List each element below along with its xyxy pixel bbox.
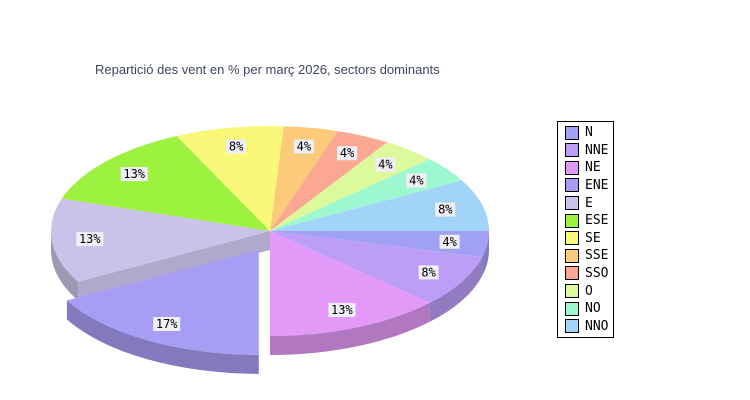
- legend-label-O: O: [585, 283, 593, 299]
- pie-label-box-NNE: [418, 265, 439, 280]
- pie-label-box-SSO: [337, 146, 358, 161]
- legend-swatch-NE: [565, 160, 579, 175]
- pie-label-box-N: [439, 234, 460, 249]
- legend-label-ESE: ESE: [585, 213, 609, 229]
- pie-slice-E: [51, 198, 271, 282]
- pie-rim-ENE: [66, 300, 259, 374]
- pie-label-SSO: 4%: [340, 146, 355, 160]
- pie-label-NO: 4%: [409, 174, 424, 188]
- legend-swatch-E: [565, 196, 579, 211]
- pie-label-box-O: [375, 157, 396, 172]
- legend-swatch-NO: [565, 301, 579, 316]
- legend-swatch-NNO: [565, 319, 579, 334]
- pie-label-NNO: 8%: [438, 203, 453, 217]
- legend-item: ESE: [565, 213, 613, 229]
- pie-label-box-NE: [328, 302, 356, 317]
- pie-label-SE: 8%: [229, 140, 244, 154]
- legend-item: NO: [565, 301, 613, 317]
- legend-swatch-ENE: [565, 178, 579, 193]
- legend-label-NNO: NNO: [585, 318, 609, 334]
- pie-label-box-SE: [226, 139, 247, 154]
- pie-cut-faces: [78, 231, 270, 301]
- legend-item: NNO: [565, 318, 613, 334]
- pie-label-ENE: 17%: [156, 317, 178, 331]
- pie-label-E: 13%: [79, 232, 101, 246]
- pie-label-box-SSE: [293, 139, 314, 154]
- pie-rim-E: [50, 231, 79, 301]
- pie-rim-NE: [270, 302, 430, 355]
- pie-slice-SSO: [270, 131, 388, 231]
- pie-label-box-NO: [406, 173, 427, 188]
- pie-slice-SE: [176, 125, 284, 231]
- legend-item: N: [565, 125, 613, 141]
- pie-label-box-E: [76, 232, 104, 247]
- pie-cut-face-E: [78, 231, 270, 301]
- pie-label-box-ENE: [153, 317, 181, 331]
- pie-rim-N: [482, 231, 489, 277]
- legend-item: SE: [565, 230, 613, 246]
- pie-label-NNE: 8%: [421, 265, 436, 279]
- pie-slice-NE: [270, 231, 430, 336]
- legend-swatch-NNE: [565, 143, 579, 158]
- pie-slice-NNE: [270, 231, 483, 303]
- legend-label-SE: SE: [585, 230, 601, 246]
- legend-label-NE: NE: [585, 160, 601, 176]
- pie-rims: [50, 231, 489, 374]
- legend-label-SSO: SSO: [585, 265, 609, 281]
- pie-slice-ESE: [61, 136, 271, 231]
- legend-label-E: E: [585, 195, 593, 211]
- legend-label-NO: NO: [585, 301, 601, 317]
- legend-item: NE: [565, 160, 613, 176]
- pie-slice-SSE: [270, 126, 338, 231]
- pie-slice-ENE: [66, 249, 259, 355]
- legend-label-N: N: [585, 125, 593, 141]
- legend: N NNE NE ENE E ESE SE SSE SSO O NO NNO: [557, 121, 614, 338]
- pie-label-ESE: 13%: [123, 167, 145, 181]
- legend-swatch-ESE: [565, 213, 579, 228]
- legend-swatch-SSO: [565, 266, 579, 281]
- pie-label-box-ESE: [120, 167, 148, 182]
- legend-item: SSE: [565, 248, 613, 264]
- pie-label-box-NNO: [435, 202, 456, 217]
- legend-swatch-SSE: [565, 248, 579, 263]
- legend-item: SSO: [565, 265, 613, 281]
- legend-swatch-N: [565, 125, 579, 140]
- legend-item: E: [565, 195, 613, 211]
- pie-rim-NNE: [429, 257, 483, 322]
- legend-swatch-SE: [565, 231, 579, 246]
- pie-labels: 4% 8% 13% 17% 13% 13% 8% 4% 4% 4% 4% 8%: [76, 139, 460, 331]
- pie-slice-N: [270, 231, 489, 258]
- legend-item: NNE: [565, 142, 613, 158]
- chart-title: Repartició des vent en % per març 2026, …: [95, 62, 440, 77]
- legend-label-SSE: SSE: [585, 248, 609, 264]
- legend-item: ENE: [565, 177, 613, 193]
- legend-item: O: [565, 283, 613, 299]
- legend-swatch-O: [565, 284, 579, 299]
- pie-label-NE: 13%: [331, 303, 353, 317]
- pie-label-N: 4%: [442, 235, 457, 249]
- legend-label-ENE: ENE: [585, 177, 609, 193]
- pie-slice-NNO: [270, 180, 490, 231]
- pie-label-SSE: 4%: [297, 140, 312, 154]
- pie-label-O: 4%: [378, 158, 393, 172]
- legend-label-NNE: NNE: [585, 142, 609, 158]
